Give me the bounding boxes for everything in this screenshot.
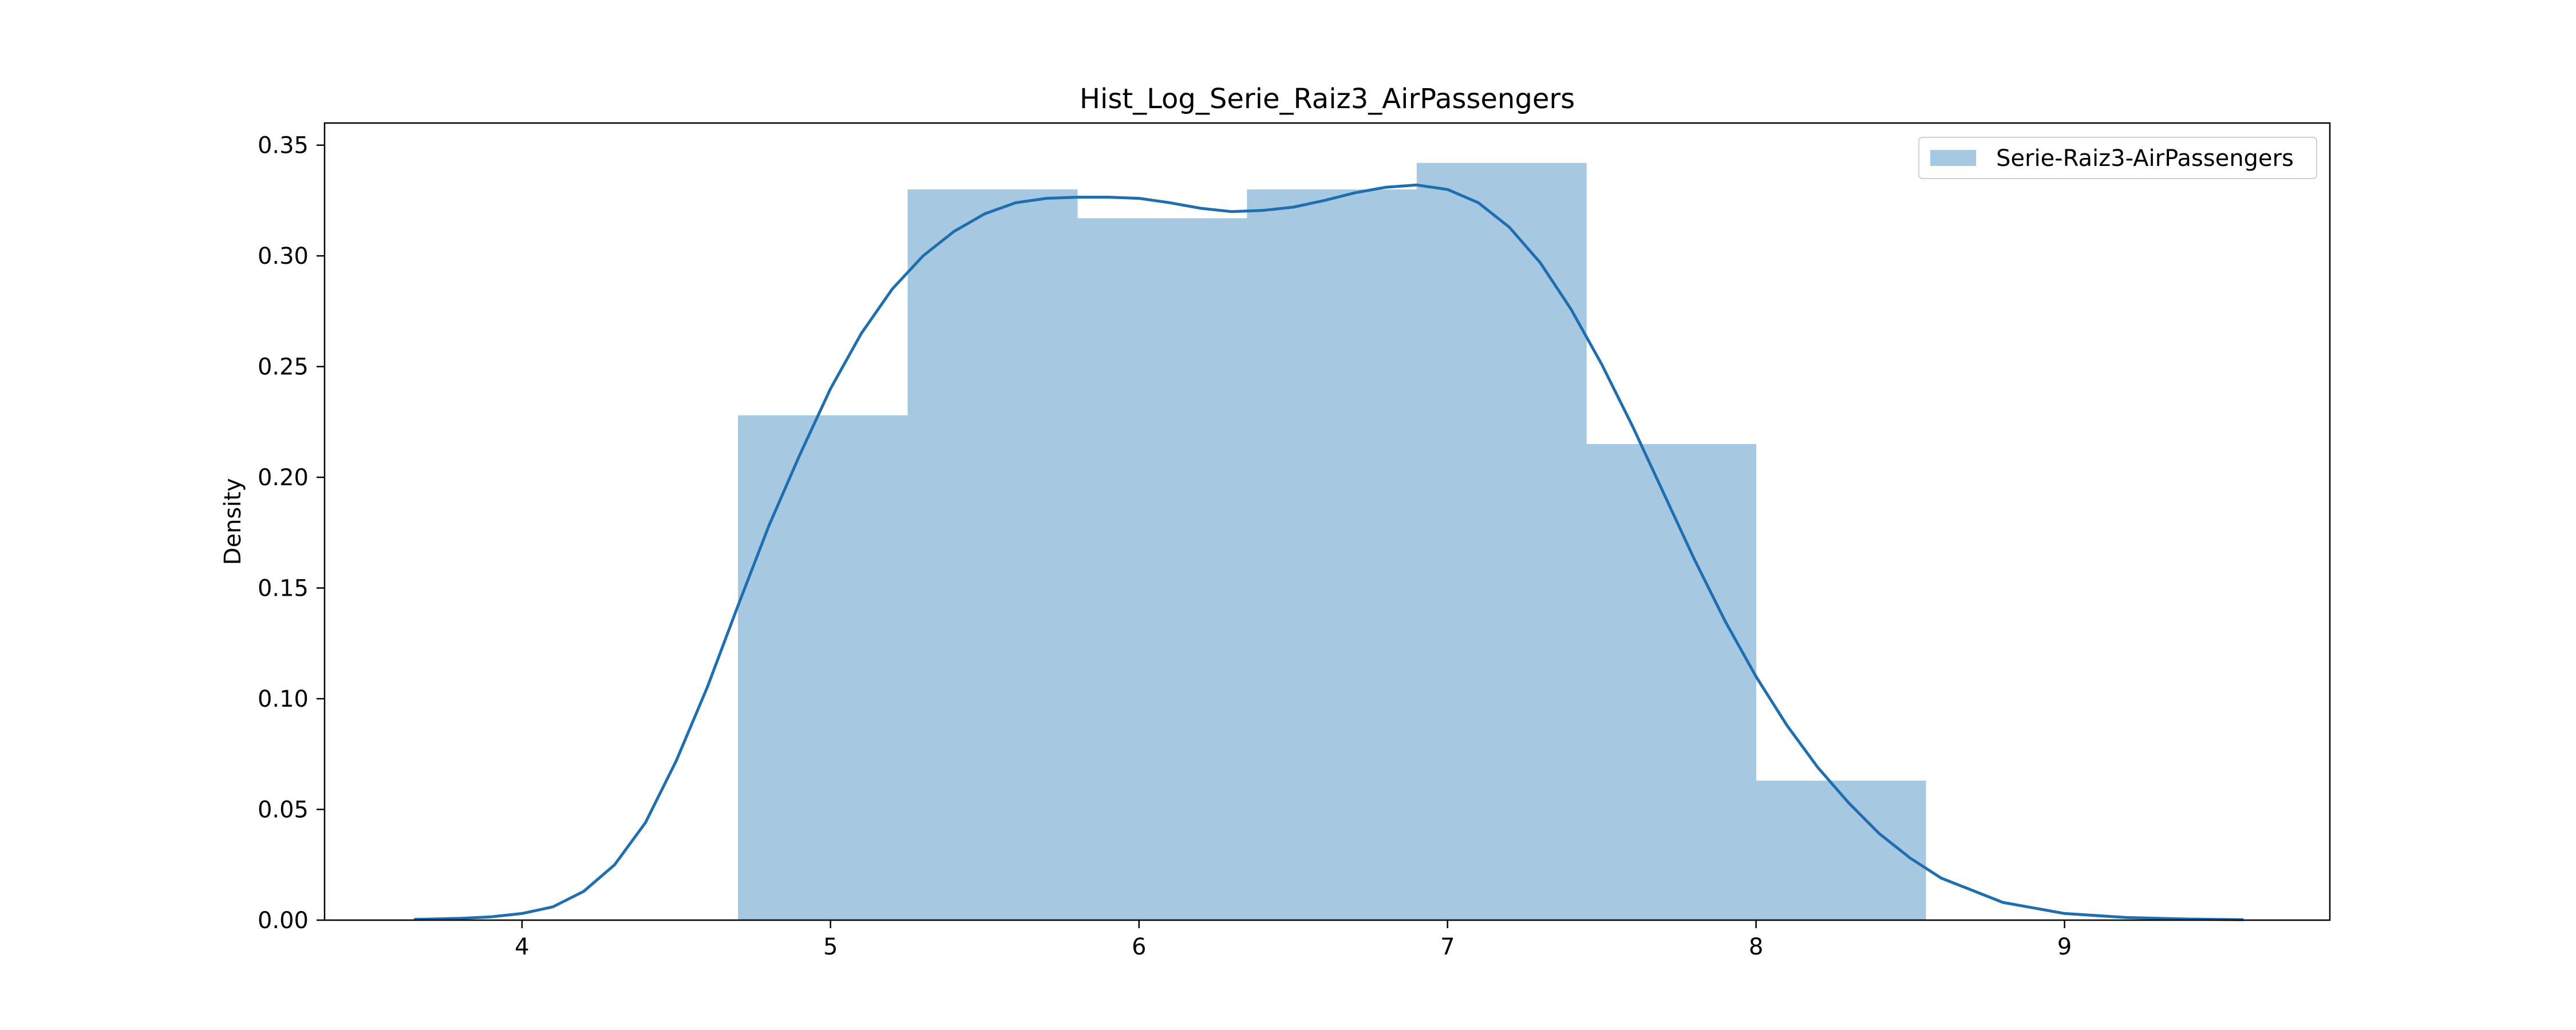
y-tick-label-0.10: 0.10 [258, 686, 309, 712]
histogram-bar-3 [1077, 218, 1247, 920]
legend: Serie-Raiz3-AirPassengers [1918, 137, 2317, 179]
x-tick-label-4: 4 [515, 934, 529, 960]
y-axis-title: Density [220, 478, 246, 565]
histogram-bar-6 [1586, 444, 1757, 920]
histogram-bar-2 [907, 189, 1078, 920]
y-axis-ticks: 0.00 0.05 0.10 0.15 0.20 0.25 0.30 0.35 [258, 133, 325, 934]
plot-frame [323, 122, 2331, 921]
kde-layer [414, 183, 2244, 921]
x-axis-ticks: 4 5 6 7 8 9 [515, 920, 2072, 960]
y-tick-label-0.15: 0.15 [258, 576, 309, 602]
y-tick-label-0.30: 0.30 [258, 243, 309, 270]
histogram-bar-7 [1756, 781, 1926, 920]
x-tick-label-5: 5 [823, 934, 837, 960]
x-tick-label-9: 9 [2057, 934, 2072, 960]
y-tick-label-0.20: 0.20 [258, 465, 309, 491]
bars-layer [738, 163, 1926, 920]
x-tick-label-8: 8 [1749, 934, 1763, 960]
y-tick-label-0.00: 0.00 [258, 908, 309, 934]
chart-title: Hist_Log_Serie_Raiz3_AirPassengers [1080, 83, 1575, 115]
y-tick-label-0.05: 0.05 [258, 797, 309, 823]
legend-swatch [1930, 150, 1976, 166]
x-tick-label-6: 6 [1132, 934, 1146, 960]
histogram-bar-4 [1247, 189, 1417, 920]
legend-box [1918, 137, 2317, 179]
x-tick-label-7: 7 [1440, 934, 1455, 960]
histogram-bar-5 [1416, 163, 1587, 920]
y-tick-label-0.25: 0.25 [258, 354, 309, 381]
histogram-bar-1 [738, 415, 908, 920]
kde-line [414, 183, 2244, 921]
y-tick-label-0.35: 0.35 [258, 133, 309, 159]
legend-label: Serie-Raiz3-AirPassengers [1996, 145, 2294, 172]
